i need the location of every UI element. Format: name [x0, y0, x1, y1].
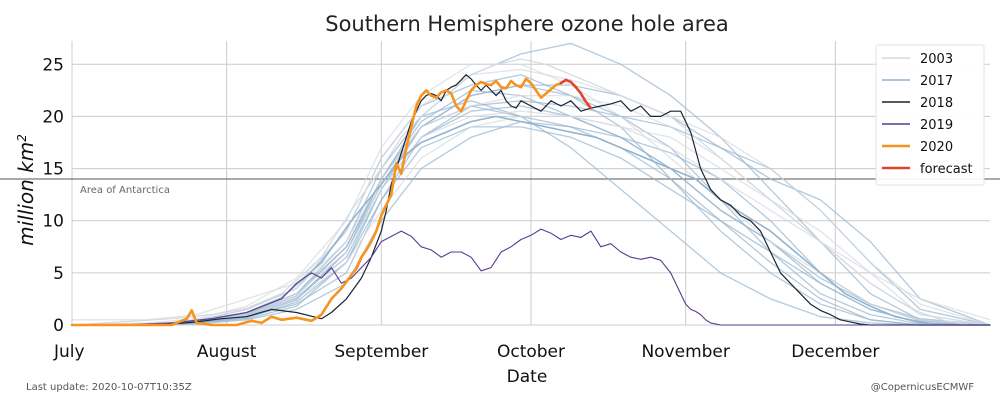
legend-label-2018: 2018 [920, 96, 953, 111]
antarctica-area-label: Area of Antarctica [80, 185, 170, 196]
legend: 2003 2017 2018 2019 2020 forecast [875, 44, 985, 186]
y-tick-label: 10 [42, 212, 64, 232]
x-tick-label: August [197, 342, 257, 362]
series-line-forecast [559, 78, 593, 110]
chart-title: Southern Hemisphere ozone hole area [325, 12, 729, 36]
x-tick-label: November [641, 342, 729, 362]
x-tick-labels: July August September October November Decemb… [53, 342, 879, 362]
y-tick-label: 20 [42, 107, 64, 127]
footer-last-update: Last update: 2020-10-07T10:35Z [26, 382, 192, 393]
y-tick-label: 0 [53, 316, 64, 336]
reference-line-group: Area of Antarctica [0, 178, 1000, 196]
series-line-2018 [71, 74, 991, 326]
named-series [70, 58, 991, 327]
legend-label-forecast: forecast [920, 162, 973, 177]
background-year-line [72, 68, 991, 326]
x-tick-label: July [53, 342, 85, 362]
x-tick-label: September [334, 342, 428, 362]
y-tick-label: 25 [42, 55, 64, 75]
x-tick-label: October [497, 342, 565, 362]
footer-credit: @CopernicusECMWF [871, 382, 975, 393]
y-axis-label: million km2 [14, 134, 38, 246]
series-line-2020 [70, 77, 563, 327]
x-axis-label: Date [507, 367, 548, 387]
series-line-2003 [71, 58, 991, 326]
legend-label-2020: 2020 [920, 140, 953, 155]
legend-label-2019: 2019 [920, 118, 953, 133]
series-line-2019 [71, 228, 991, 326]
background-year-line [72, 126, 991, 326]
legend-label-2017: 2017 [920, 74, 953, 89]
x-tick-label: December [791, 342, 879, 362]
y-tick-label: 5 [53, 264, 64, 284]
y-tick-label: 15 [42, 160, 64, 180]
legend-label-2003: 2003 [920, 52, 953, 67]
y-tick-labels: 0 5 10 15 20 25 [42, 55, 64, 336]
